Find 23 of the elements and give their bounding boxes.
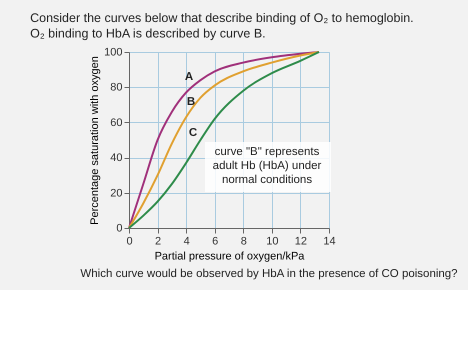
x-tick-label: 6 — [212, 236, 218, 248]
y-axis-title: Percentage saturation with oxygen — [89, 56, 102, 225]
annotation: A — [184, 71, 194, 83]
y-tick-label: 80 — [110, 82, 122, 94]
y-tick-label: 100 — [104, 46, 122, 58]
x-axis-title: Partial pressure of oxygen/kPa — [154, 250, 306, 262]
x-tick-label: 0 — [126, 236, 133, 248]
x-tick-label: 14 — [323, 236, 336, 248]
text: Which curve would be observed by HbA in the presence of CO poisoning? — [80, 268, 458, 280]
y-tick-label: 60 — [110, 116, 122, 129]
y-tick-label: 40 — [110, 152, 122, 164]
x-tick-label: 8 — [240, 236, 247, 248]
x-tick-label: 2 — [155, 236, 162, 248]
chart-title: Consider the curves below that describe binding of O₂ to hemoglobin. — [30, 11, 414, 25]
annotation: B — [186, 96, 196, 108]
annotation: curve "B" represents adult Hb (HbA) under normal conditions — [212, 146, 322, 186]
x-tick-label: 12 — [294, 236, 308, 248]
chart-subtitle: O₂ binding to HbA is described by curve B. — [30, 26, 266, 40]
y-tick-label: 20 — [110, 187, 122, 200]
x-tick-label: 4 — [184, 236, 190, 248]
y-tick-label: 0 — [116, 222, 122, 234]
annotation: C — [188, 127, 198, 139]
x-tick-label: 10 — [266, 236, 278, 248]
